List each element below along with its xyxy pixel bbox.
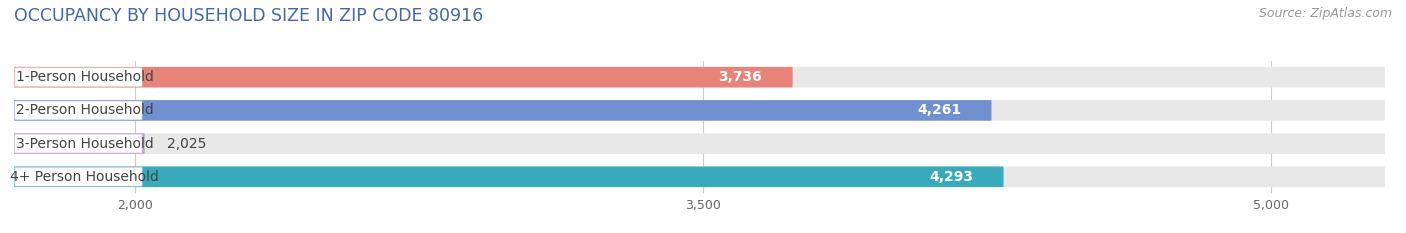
Text: 2,025: 2,025: [167, 137, 207, 151]
Text: 4,293: 4,293: [929, 170, 973, 184]
FancyBboxPatch shape: [15, 101, 142, 120]
Text: 2-Person Household: 2-Person Household: [15, 103, 153, 117]
Text: 3,736: 3,736: [718, 70, 762, 84]
Text: 3-Person Household: 3-Person Household: [15, 137, 153, 151]
Text: OCCUPANCY BY HOUSEHOLD SIZE IN ZIP CODE 80916: OCCUPANCY BY HOUSEHOLD SIZE IN ZIP CODE …: [14, 7, 484, 25]
FancyBboxPatch shape: [14, 167, 1385, 187]
FancyBboxPatch shape: [15, 68, 142, 86]
FancyBboxPatch shape: [15, 168, 142, 186]
FancyBboxPatch shape: [14, 67, 1385, 87]
FancyBboxPatch shape: [14, 133, 145, 154]
Text: 1-Person Household: 1-Person Household: [15, 70, 153, 84]
Text: 4,261: 4,261: [917, 103, 962, 117]
FancyBboxPatch shape: [14, 167, 1004, 187]
FancyBboxPatch shape: [15, 134, 142, 153]
FancyBboxPatch shape: [14, 100, 991, 121]
FancyBboxPatch shape: [14, 67, 793, 87]
Text: Source: ZipAtlas.com: Source: ZipAtlas.com: [1258, 7, 1392, 20]
FancyBboxPatch shape: [14, 133, 1385, 154]
Text: 4+ Person Household: 4+ Person Household: [10, 170, 159, 184]
FancyBboxPatch shape: [14, 100, 1385, 121]
